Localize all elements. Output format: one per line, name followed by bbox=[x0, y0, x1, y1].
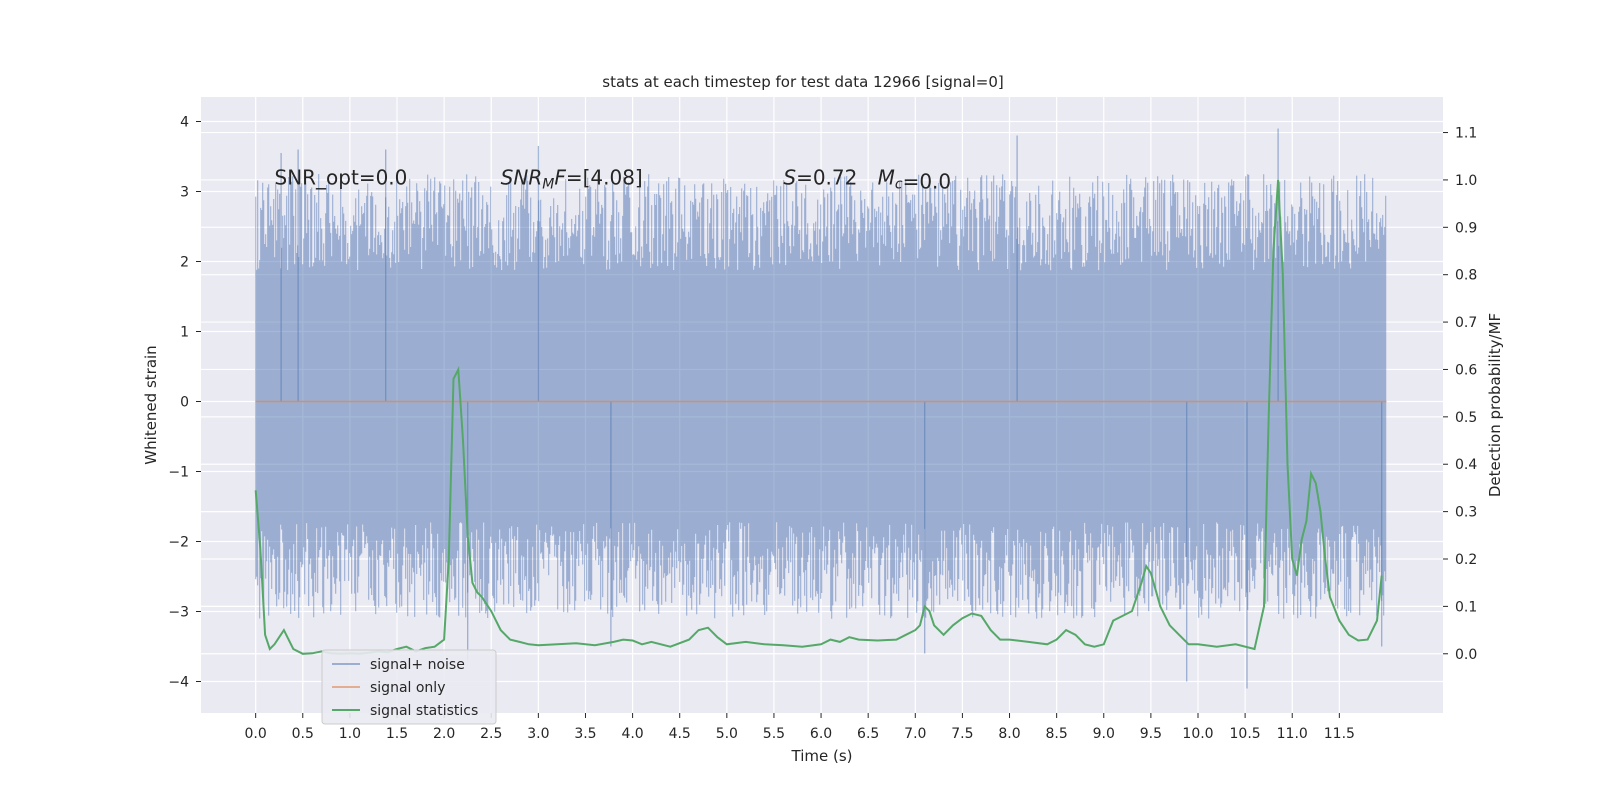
axis-ticks: 0.0 0.5 1.0 1.5 2.0 2.5 3.0 3.5 4.0 4.5 5.0 5.5 6.0 6… bbox=[168, 115, 1477, 743]
y-tick-label: 4 bbox=[180, 115, 189, 131]
x-tick-label: 2.0 bbox=[433, 726, 455, 742]
signal-noise-band bbox=[255, 174, 1387, 619]
y2-tick-label: 0.8 bbox=[1455, 268, 1477, 284]
x-tick-label: 11.5 bbox=[1324, 726, 1355, 742]
x-tick-label: 2.5 bbox=[480, 726, 502, 742]
y2-tick-label: 0.6 bbox=[1455, 362, 1477, 378]
y2-axis-label: Detection probability/MF bbox=[1486, 313, 1504, 497]
y2-tick-label: 1.1 bbox=[1455, 126, 1477, 142]
x-tick-label: 5.0 bbox=[716, 726, 738, 742]
signal-statistics-line bbox=[254, 179, 1383, 655]
x-tick-label: 3.0 bbox=[527, 726, 549, 742]
x-tick-label: 10.0 bbox=[1182, 726, 1213, 742]
x-tick-label: 9.5 bbox=[1140, 726, 1162, 742]
x-tick-label: 10.5 bbox=[1230, 726, 1261, 742]
y2-tick-label: 0.3 bbox=[1455, 505, 1477, 521]
x-tick-label: 6.0 bbox=[810, 726, 832, 742]
y-tick-label: −4 bbox=[168, 675, 189, 691]
y-axis-label: Whitened strain bbox=[142, 345, 160, 464]
y-tick-label: 1 bbox=[180, 325, 189, 341]
x-tick-label: 7.0 bbox=[904, 726, 926, 742]
x-tick-label: 1.0 bbox=[339, 726, 361, 742]
x-tick-label: 6.5 bbox=[857, 726, 879, 742]
y2-tick-label: 1.0 bbox=[1455, 173, 1477, 189]
signal-noise-spikes bbox=[280, 128, 1383, 689]
y2-tick-label: 0.4 bbox=[1455, 457, 1477, 473]
legend-label: signal+ noise bbox=[370, 657, 465, 673]
legend-label: signal only bbox=[370, 680, 445, 696]
annotation-text: S=0.72 bbox=[783, 166, 857, 190]
x-tick-label: 0.5 bbox=[292, 726, 314, 742]
signal-noise-series bbox=[255, 128, 1387, 689]
y2-tick-label: 0.2 bbox=[1455, 552, 1477, 568]
x-tick-label: 7.5 bbox=[951, 726, 973, 742]
x-tick-label: 5.5 bbox=[763, 726, 785, 742]
legend-box bbox=[321, 649, 497, 725]
x-tick-label: 3.5 bbox=[574, 726, 596, 742]
annotations: SNR_opt=0.0 SNRMF=[4.08] S=0.72 Mc=0.0 bbox=[275, 166, 952, 194]
y2-tick-label: 0.0 bbox=[1455, 647, 1477, 663]
legend-label: signal statistics bbox=[370, 703, 478, 719]
y2-tick-label: 0.9 bbox=[1455, 220, 1477, 236]
x-tick-label: 4.5 bbox=[669, 726, 691, 742]
x-tick-label: 1.5 bbox=[386, 726, 408, 742]
annotation-text: SNRMF=[4.08] bbox=[501, 166, 643, 193]
annotation-text: Mc=0.0 bbox=[878, 166, 952, 194]
y2-tick-label: 0.1 bbox=[1455, 599, 1477, 615]
x-tick-label: 11.0 bbox=[1277, 726, 1308, 742]
x-tick-label: 4.0 bbox=[621, 726, 643, 742]
y-tick-label: −2 bbox=[168, 535, 189, 551]
x-axis-label: Time (s) bbox=[791, 747, 853, 765]
y-tick-label: −1 bbox=[168, 465, 189, 481]
x-tick-label: 0.0 bbox=[245, 726, 267, 742]
y2-tick-label: 0.5 bbox=[1455, 410, 1477, 426]
x-tick-label: 9.0 bbox=[1093, 726, 1115, 742]
y-tick-label: 0 bbox=[180, 395, 189, 411]
chart-title: stats at each timestep for test data 129… bbox=[602, 73, 1003, 91]
y-tick-label: 2 bbox=[180, 255, 189, 271]
x-tick-label: 8.5 bbox=[1046, 726, 1068, 742]
x-tick-label: 8.0 bbox=[998, 726, 1020, 742]
y2-tick-label: 0.7 bbox=[1455, 315, 1477, 331]
annotation-text: SNR_opt=0.0 bbox=[275, 166, 408, 190]
y-tick-label: −3 bbox=[168, 605, 189, 621]
y-tick-label: 3 bbox=[180, 185, 189, 201]
series-lines bbox=[254, 179, 1387, 655]
legend: signal+ noise signal only signal statistic… bbox=[321, 649, 497, 725]
